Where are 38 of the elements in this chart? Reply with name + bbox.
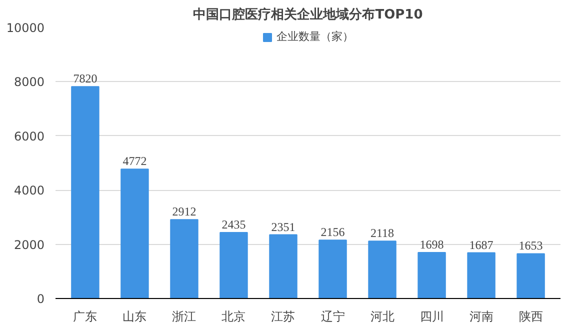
bar [368,240,396,298]
x-tick-label: 四川 [420,310,444,324]
y-tick-label: 4000 [14,184,45,198]
x-tick-label: 陕西 [518,310,543,324]
bar [418,252,446,298]
data-label: 1653 [518,238,543,253]
data-label: 1687 [469,238,494,252]
data-label: 2912 [172,204,196,219]
y-tick-label: 0 [36,292,45,306]
bar [516,253,545,298]
bar [120,168,149,298]
data-label: 2118 [370,226,394,240]
data-label: 2435 [222,218,246,232]
x-tick-label: 河南 [469,310,494,324]
x-tick-label: 辽宁 [320,310,345,324]
x-tick-label: 河北 [370,310,394,324]
y-tick-label: 6000 [14,129,45,144]
x-tick-label: 广东 [73,310,98,324]
x-tick-label: 江苏 [271,310,296,324]
bar [318,240,347,298]
y-tick-label: 10000 [6,21,45,35]
bar [220,232,248,298]
bar [269,234,298,298]
y-tick-label: 2000 [14,238,45,252]
data-label: 2156 [320,225,345,240]
data-label: 2351 [271,220,296,234]
data-label: 4772 [122,154,147,168]
bar [467,252,496,298]
x-tick-label: 浙江 [172,310,196,324]
x-tick-label: 北京 [222,310,246,324]
x-tick-label: 山东 [122,310,147,324]
data-label: 7820 [73,72,98,86]
y-tick-label: 8000 [14,75,45,90]
legend-label: 企业数量（家） [276,29,354,44]
bar [71,86,100,298]
chart-title: 中国口腔医疗相关企业地域分布TOP10 [193,6,423,22]
data-label: 1698 [420,237,444,252]
bar [170,219,198,298]
